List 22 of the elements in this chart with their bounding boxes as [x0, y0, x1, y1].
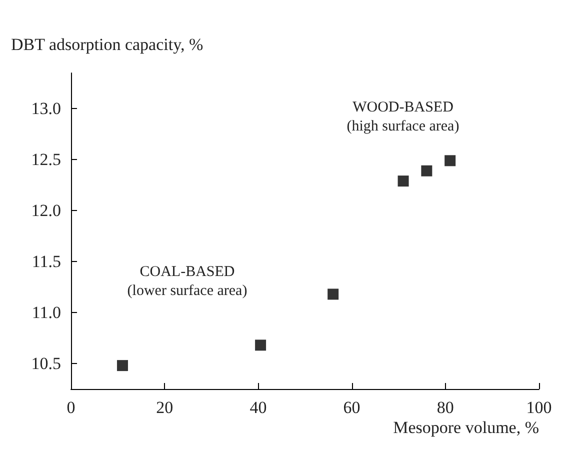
y-tick-label: 11.0	[32, 303, 61, 322]
x-tick-label: 100	[526, 398, 552, 417]
point	[328, 288, 339, 300]
x-tick-label: 40	[250, 398, 267, 417]
annotation: COAL-BASED (lower surface area)	[127, 264, 248, 300]
point	[255, 340, 266, 351]
y-tick-label: 13.0	[31, 99, 61, 118]
annotation: WOOD-BASED (high surface area)	[346, 100, 460, 135]
point	[421, 165, 432, 176]
y-tick-label: 11.5	[32, 252, 61, 272]
point	[398, 176, 409, 187]
x-tick-label: 80	[436, 398, 454, 417]
y-tick-label: 12.0	[31, 201, 61, 220]
point	[116, 360, 128, 372]
x-tick-label: 60	[343, 398, 360, 417]
y-tick-label: 10.5	[31, 354, 61, 374]
point	[444, 155, 456, 166]
x-axis-title: Mesopore volume, %	[393, 418, 539, 437]
x-tick-label: 20	[156, 398, 174, 417]
y-tick-label: 12.5	[31, 150, 61, 170]
y-axis-title: DBT adsorption capacity, %	[11, 35, 204, 54]
x-tick-label: 0	[66, 398, 76, 417]
